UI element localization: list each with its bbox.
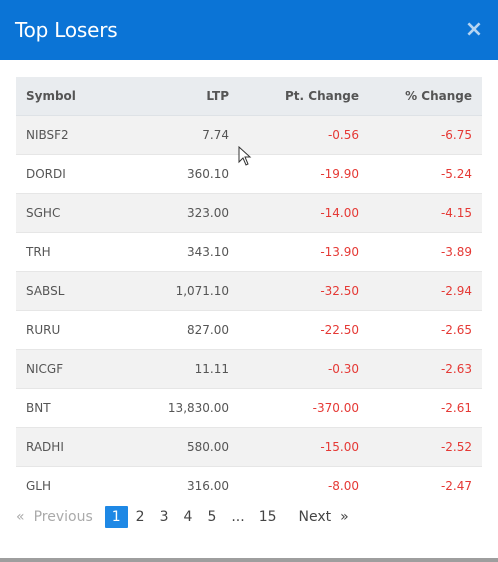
cell-ltp: 7.74	[136, 114, 239, 154]
table-row[interactable]: DORDI 360.10 -19.90 -5.24	[16, 153, 482, 193]
cell-symbol: RADHI	[16, 426, 136, 466]
close-icon[interactable]: ×	[464, 17, 484, 42]
previous-button: Previous	[33, 509, 93, 525]
cell-symbol: NICGF	[16, 348, 136, 388]
table-row[interactable]: NIBSF2 7.74 -0.56 -6.75	[16, 114, 482, 154]
cell-ltp: 323.00	[136, 192, 239, 232]
table-row[interactable]: GLH 316.00 -8.00 -2.47	[16, 465, 482, 505]
table-row[interactable]: RURU 827.00 -22.50 -2.65	[16, 309, 482, 349]
pagination: « Previous 1 2 3 4 5 ... 15 Next »	[16, 506, 349, 528]
cell-pt-change: -0.30	[239, 348, 369, 388]
cell-pct-change: -2.52	[369, 426, 482, 466]
cell-symbol: SABSL	[16, 270, 136, 310]
losers-table: Symbol LTP Pt. Change % Change NIBSF2 7.…	[16, 77, 482, 505]
cell-pt-change: -0.56	[239, 114, 369, 154]
page-button-2[interactable]: 2	[135, 509, 145, 525]
losers-table-wrapper: Symbol LTP Pt. Change % Change NIBSF2 7.…	[16, 77, 482, 505]
table-row[interactable]: SABSL 1,071.10 -32.50 -2.94	[16, 270, 482, 310]
cell-ltp: 11.11	[136, 348, 239, 388]
page-button-3[interactable]: 3	[159, 509, 169, 525]
table-row[interactable]: BNT 13,830.00 -370.00 -2.61	[16, 387, 482, 427]
table-row[interactable]: SGHC 323.00 -14.00 -4.15	[16, 192, 482, 232]
cell-symbol: GLH	[16, 465, 136, 505]
cell-pct-change: -2.61	[369, 387, 482, 427]
page-button-4[interactable]: 4	[183, 509, 193, 525]
cell-pct-change: -2.63	[369, 348, 482, 388]
page-button-1[interactable]: 1	[104, 506, 128, 528]
cell-pt-change: -14.00	[239, 192, 369, 232]
cell-pct-change: -5.24	[369, 153, 482, 193]
cell-symbol: SGHC	[16, 192, 136, 232]
cell-symbol: TRH	[16, 231, 136, 271]
table-row[interactable]: TRH 343.10 -13.90 -3.89	[16, 231, 482, 271]
cell-ltp: 13,830.00	[136, 387, 239, 427]
cell-ltp: 316.00	[136, 465, 239, 505]
cell-pct-change: -2.94	[369, 270, 482, 310]
column-header-pt-change[interactable]: Pt. Change	[239, 77, 369, 116]
cell-pct-change: -4.15	[369, 192, 482, 232]
cell-symbol: RURU	[16, 309, 136, 349]
pagination-ellipsis: ...	[231, 509, 245, 525]
column-header-ltp[interactable]: LTP	[136, 77, 239, 116]
cell-pt-change: -370.00	[239, 387, 369, 427]
cell-symbol: BNT	[16, 387, 136, 427]
cell-symbol: DORDI	[16, 153, 136, 193]
page-button-15[interactable]: 15	[258, 509, 277, 525]
table-row[interactable]: NICGF 11.11 -0.30 -2.63	[16, 348, 482, 388]
modal-title: Top Losers	[15, 18, 118, 42]
cell-pt-change: -15.00	[239, 426, 369, 466]
cell-pt-change: -13.90	[239, 231, 369, 271]
modal-header: Top Losers ×	[0, 0, 498, 60]
table-row[interactable]: RADHI 580.00 -15.00 -2.52	[16, 426, 482, 466]
cell-pt-change: -8.00	[239, 465, 369, 505]
page-button-5[interactable]: 5	[207, 509, 217, 525]
prev-arrow-icon: «	[16, 509, 25, 525]
cell-pct-change: -3.89	[369, 231, 482, 271]
next-button[interactable]: Next	[298, 509, 332, 525]
cell-pct-change: -6.75	[369, 114, 482, 154]
modal-bottom-edge	[0, 558, 498, 562]
cell-ltp: 827.00	[136, 309, 239, 349]
cell-ltp: 580.00	[136, 426, 239, 466]
column-header-symbol[interactable]: Symbol	[16, 77, 136, 116]
cell-ltp: 343.10	[136, 231, 239, 271]
next-arrow-icon[interactable]: »	[340, 509, 349, 525]
mouse-cursor-icon	[238, 146, 252, 166]
cell-pct-change: -2.47	[369, 465, 482, 505]
cell-pt-change: -22.50	[239, 309, 369, 349]
table-header-row: Symbol LTP Pt. Change % Change	[16, 77, 482, 116]
cell-symbol: NIBSF2	[16, 114, 136, 154]
cell-pt-change: -32.50	[239, 270, 369, 310]
cell-ltp: 360.10	[136, 153, 239, 193]
cell-pt-change: -19.90	[239, 153, 369, 193]
cell-ltp: 1,071.10	[136, 270, 239, 310]
column-header-pct-change[interactable]: % Change	[369, 77, 482, 116]
cell-pct-change: -2.65	[369, 309, 482, 349]
